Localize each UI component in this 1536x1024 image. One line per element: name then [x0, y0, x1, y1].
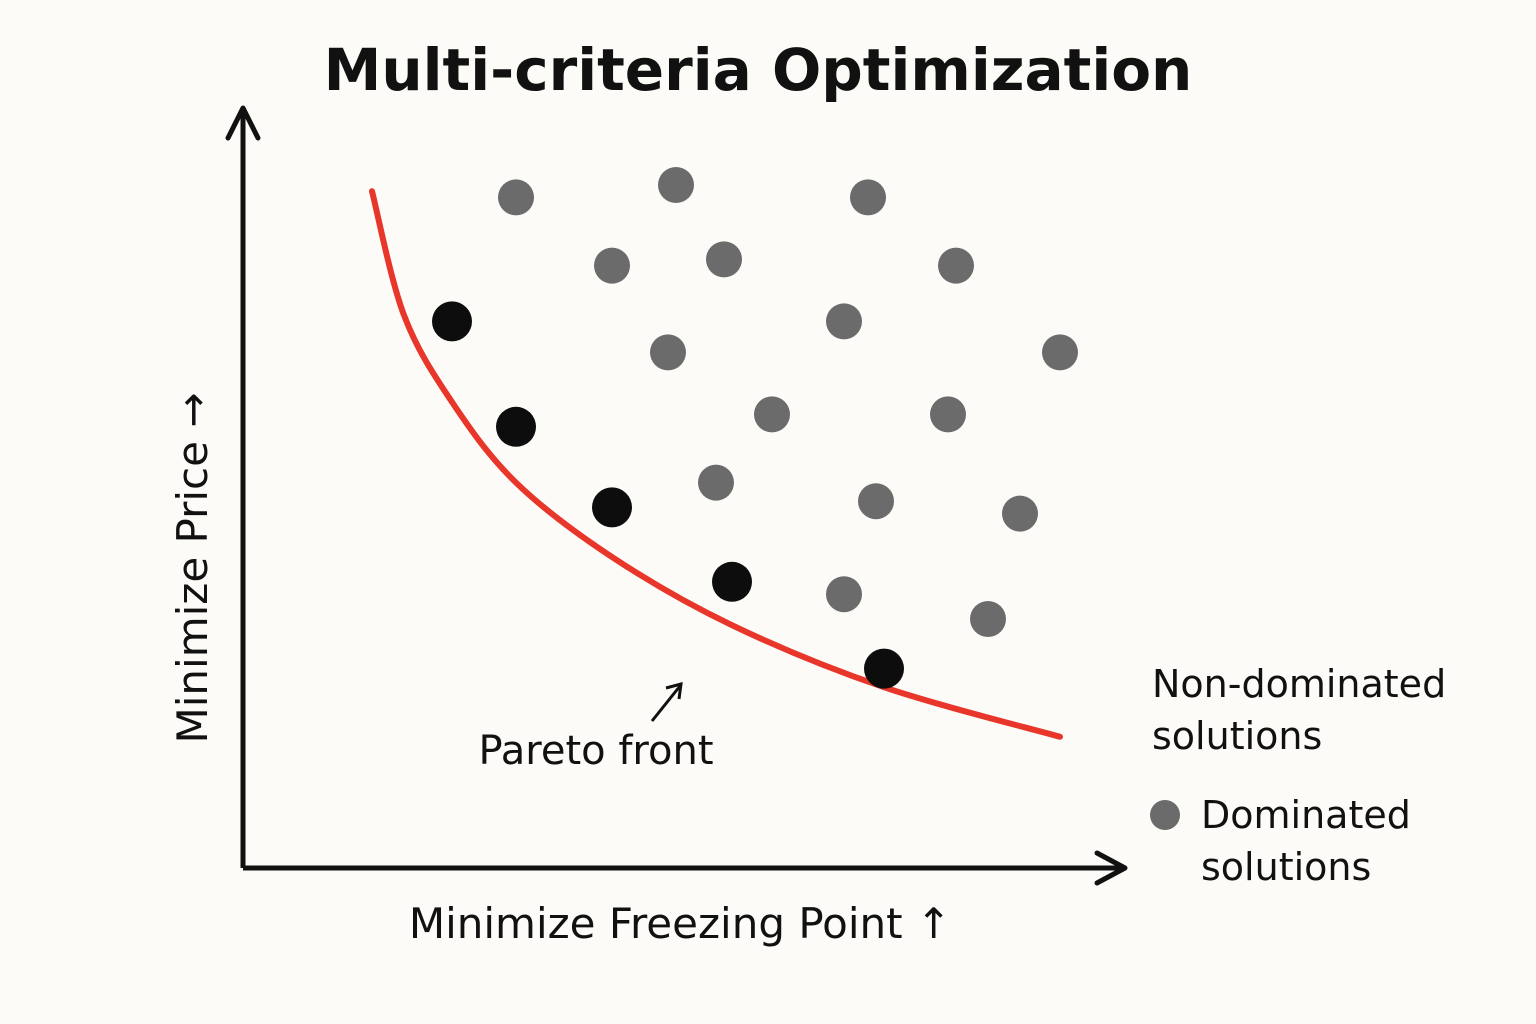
chart-title: Multi-criteria Optimization — [324, 36, 1193, 104]
dominated-point — [594, 247, 630, 284]
dominated-point — [754, 396, 790, 433]
x-axis-arrowhead — [1094, 850, 1128, 886]
dominated-point — [826, 303, 862, 340]
x-axis-label: Minimize Freezing Point ↑ — [409, 899, 951, 948]
legend: Non-dominated solutions Dominated soluti… — [1150, 662, 1446, 889]
dominated-point — [698, 464, 734, 501]
pareto-front-label: Pareto front — [478, 728, 713, 774]
y-axis-label: Minimize Price → — [168, 392, 217, 743]
legend-label-nondominated-line2: solutions — [1152, 714, 1322, 758]
dominated-point — [650, 334, 686, 371]
legend-swatch-dominated — [1150, 800, 1180, 830]
legend-label-dominated-line2: solutions — [1201, 845, 1371, 889]
dominated-point — [658, 167, 694, 203]
dominated-point — [938, 247, 974, 284]
dominated-point — [498, 179, 534, 216]
legend-label-dominated-line1: Dominated — [1201, 793, 1411, 837]
non-dominated-point — [864, 648, 904, 689]
dominated-point — [826, 576, 862, 613]
non-dominated-point — [712, 561, 752, 602]
dominated-point — [1042, 334, 1078, 371]
dominated-point — [930, 396, 966, 433]
dominated-point — [970, 601, 1006, 637]
pareto-front-arrow — [650, 681, 683, 722]
dominated-point — [858, 483, 894, 520]
non-dominated-point — [496, 406, 536, 447]
non-dominated-point — [432, 301, 472, 342]
dominated-point — [850, 179, 886, 216]
dominated-point — [1002, 495, 1038, 532]
non-dominated-point — [592, 487, 632, 528]
points-layer — [432, 167, 1078, 689]
axes — [225, 105, 1128, 886]
y-axis-arrowhead — [225, 105, 261, 141]
legend-label-nondominated-line1: Non-dominated — [1152, 662, 1446, 706]
dominated-point — [706, 241, 742, 278]
